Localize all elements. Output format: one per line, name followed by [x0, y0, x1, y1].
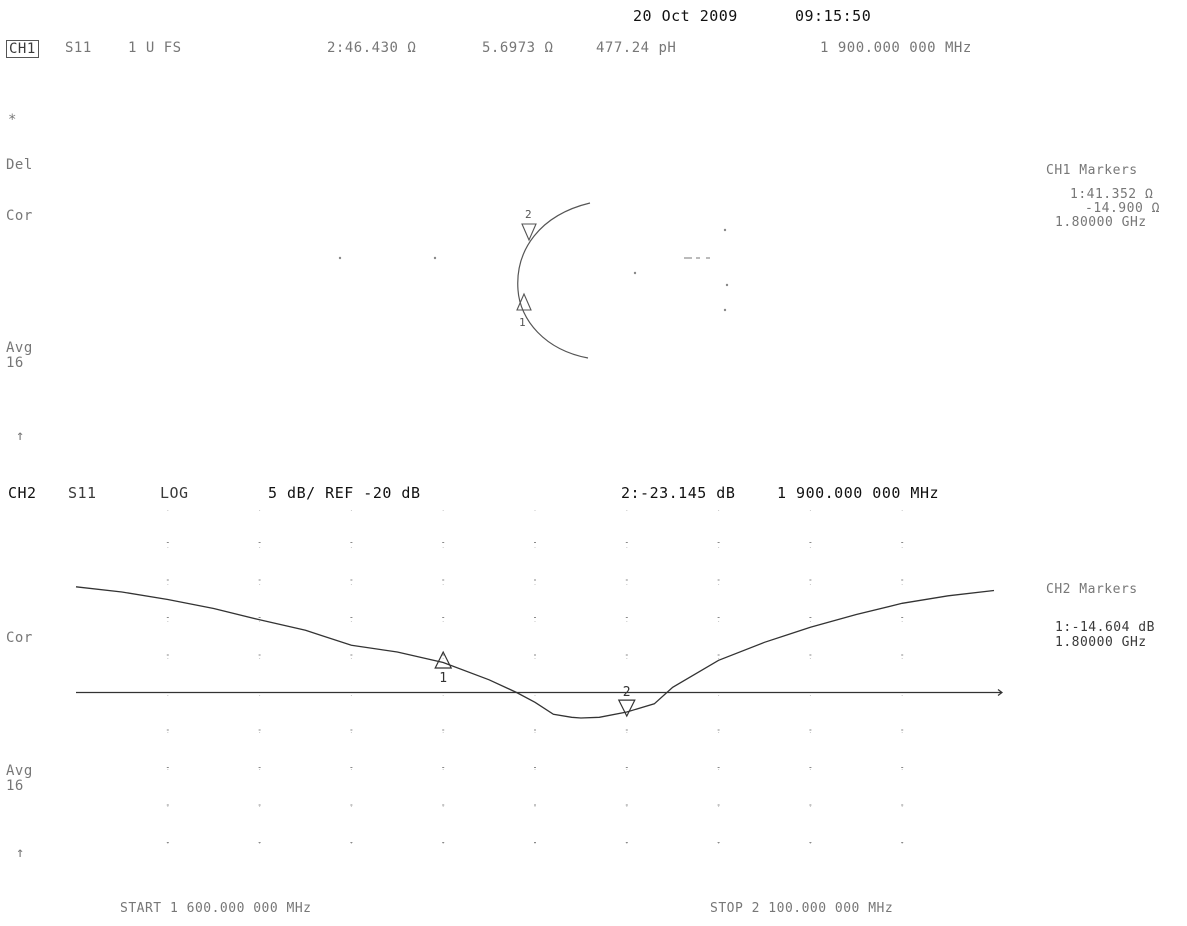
ch1-reactance: 5.6973 Ω: [482, 40, 554, 56]
ch2-avg-count: 16: [6, 778, 24, 794]
ch2-marker-1-label: 1: [439, 671, 447, 686]
ch1-markers-title: CH1 Markers: [1046, 163, 1138, 178]
ch2-markers-title: CH2 Markers: [1046, 582, 1138, 597]
ch2-marker-line1: 1:-14.604 dB: [1055, 620, 1155, 635]
ch2-start-frequency: START 1 600.000 000 MHz: [120, 901, 312, 916]
ch1-channel-label: CH1: [6, 40, 39, 58]
reference-pointer: [994, 689, 1003, 696]
ch1-marker-1: [516, 292, 532, 311]
ch1-marker-line3: 1.80000 GHz: [1055, 215, 1147, 230]
ch2-scale: 5 dB/ REF -20 dB: [268, 484, 421, 502]
ch2-marker-2-label: 2: [623, 685, 631, 700]
smith-grid-dot: [338, 256, 342, 260]
ch1-trace: [517, 202, 591, 359]
ch1-format: 1 U FS: [128, 40, 182, 56]
ch2-frequency: 1 900.000 000 MHz: [777, 484, 940, 502]
ch1-star: *: [8, 112, 17, 128]
ch2-marker-2: [617, 699, 636, 718]
ch1-marker-1-label: 1: [519, 316, 526, 329]
ch2-stop-frequency: STOP 2 100.000 000 MHz: [710, 901, 894, 916]
ch1-marker-line1: 1:41.352 Ω: [1070, 187, 1154, 202]
ch1-frequency: 1 900.000 000 MHz: [820, 40, 972, 56]
date: 20 Oct 2009: [633, 7, 738, 25]
ch2-format: LOG: [160, 484, 189, 502]
ch2-arrow: ↑: [16, 845, 25, 861]
ch1-avg-label: Avg: [6, 340, 33, 356]
ch1-cor-label: Cor: [6, 208, 33, 224]
ch1-arrow: ↑: [16, 428, 25, 444]
ch2-marker-1: [434, 650, 453, 669]
ch2-channel-label: CH2: [8, 484, 37, 502]
ch2-trace: [75, 586, 995, 719]
ch1-param: S11: [65, 40, 92, 56]
time: 09:15:50: [795, 7, 872, 25]
ch2-param: S11: [68, 484, 97, 502]
ch1-marker-2: [521, 223, 537, 242]
smith-grid-dot: [725, 283, 729, 287]
ch1-inductance: 477.24 pH: [596, 40, 677, 56]
ch1-marker-line2: -14.900 Ω: [1085, 201, 1160, 216]
ch1-trace-data: [509, 230, 553, 363]
ch1-marker-2-label: 2: [525, 208, 532, 221]
ch2-cor-label: Cor: [6, 630, 33, 646]
ch2-avg-label: Avg: [6, 763, 33, 779]
smith-grid-dot: [723, 308, 727, 312]
ch2-marker-readout: 2:-23.145 dB: [621, 484, 736, 502]
ch1-del-label: Del: [6, 157, 33, 173]
ch2-marker-line2: 1.80000 GHz: [1055, 635, 1147, 650]
ch1-marker-readout: 2:46.430 Ω: [327, 40, 417, 56]
smith-grid-dot: [633, 271, 637, 275]
ch1-avg-count: 16: [6, 355, 24, 371]
smith-grid-dot: [433, 256, 437, 260]
smith-grid-dot: [723, 228, 727, 232]
